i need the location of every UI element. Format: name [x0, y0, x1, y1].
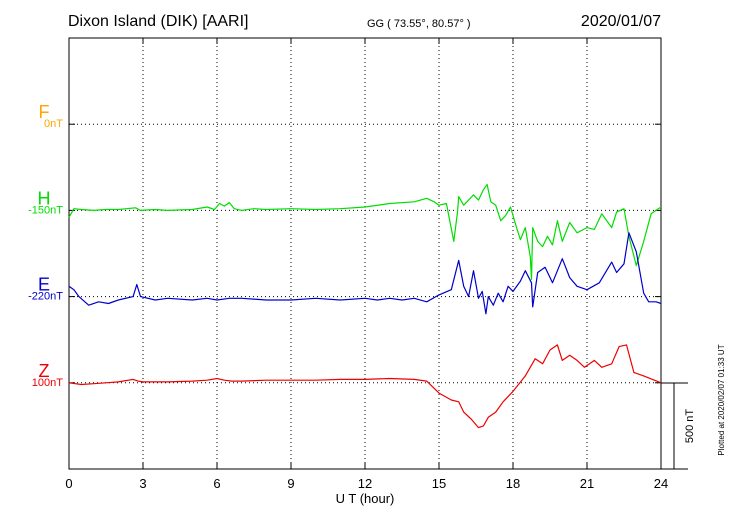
x-tick-label: 18 — [506, 476, 520, 491]
station-title: Dixon Island (DIK) [AARI] — [68, 13, 249, 30]
component-offset-H: -150nT — [28, 204, 63, 216]
component-letter-E: E — [38, 275, 50, 295]
x-tick-label: 12 — [358, 476, 372, 491]
data-traces — [68, 183, 662, 429]
component-letter-F: F — [39, 102, 50, 122]
x-tick-label: 24 — [654, 476, 668, 491]
trace-E — [68, 232, 662, 315]
trace-Z — [68, 344, 662, 429]
x-tick-label: 6 — [213, 476, 220, 491]
trace-H — [68, 183, 662, 280]
x-tick-label: 15 — [432, 476, 446, 491]
component-offset-Z: 100nT — [32, 377, 63, 389]
scale-bar-label: 500 nT — [684, 409, 696, 444]
station-coordinates: GG ( 73.55°, 80.57° ) — [367, 18, 471, 30]
date-label: 2020/01/07 — [581, 13, 661, 30]
x-tick-label: 0 — [65, 476, 72, 491]
component-offset-F: 0nT — [44, 118, 63, 130]
x-axis-title: U T (hour) — [336, 491, 395, 506]
plotted-timestamp: Plotted at 2020/02/07 01:33 UT — [717, 344, 726, 455]
scale-bar: 500 nT — [661, 382, 696, 470]
x-tick-label: 9 — [287, 476, 294, 491]
grid — [69, 38, 661, 469]
x-tick-label: 21 — [580, 476, 594, 491]
component-letter-H: H — [38, 188, 51, 208]
x-axis: 0 3 6 9 12 15 18 21 24 — [65, 38, 668, 491]
x-tick-label: 3 — [139, 476, 146, 491]
component-offset-E: -220nT — [28, 291, 63, 303]
component-letter-Z: Z — [39, 361, 50, 381]
